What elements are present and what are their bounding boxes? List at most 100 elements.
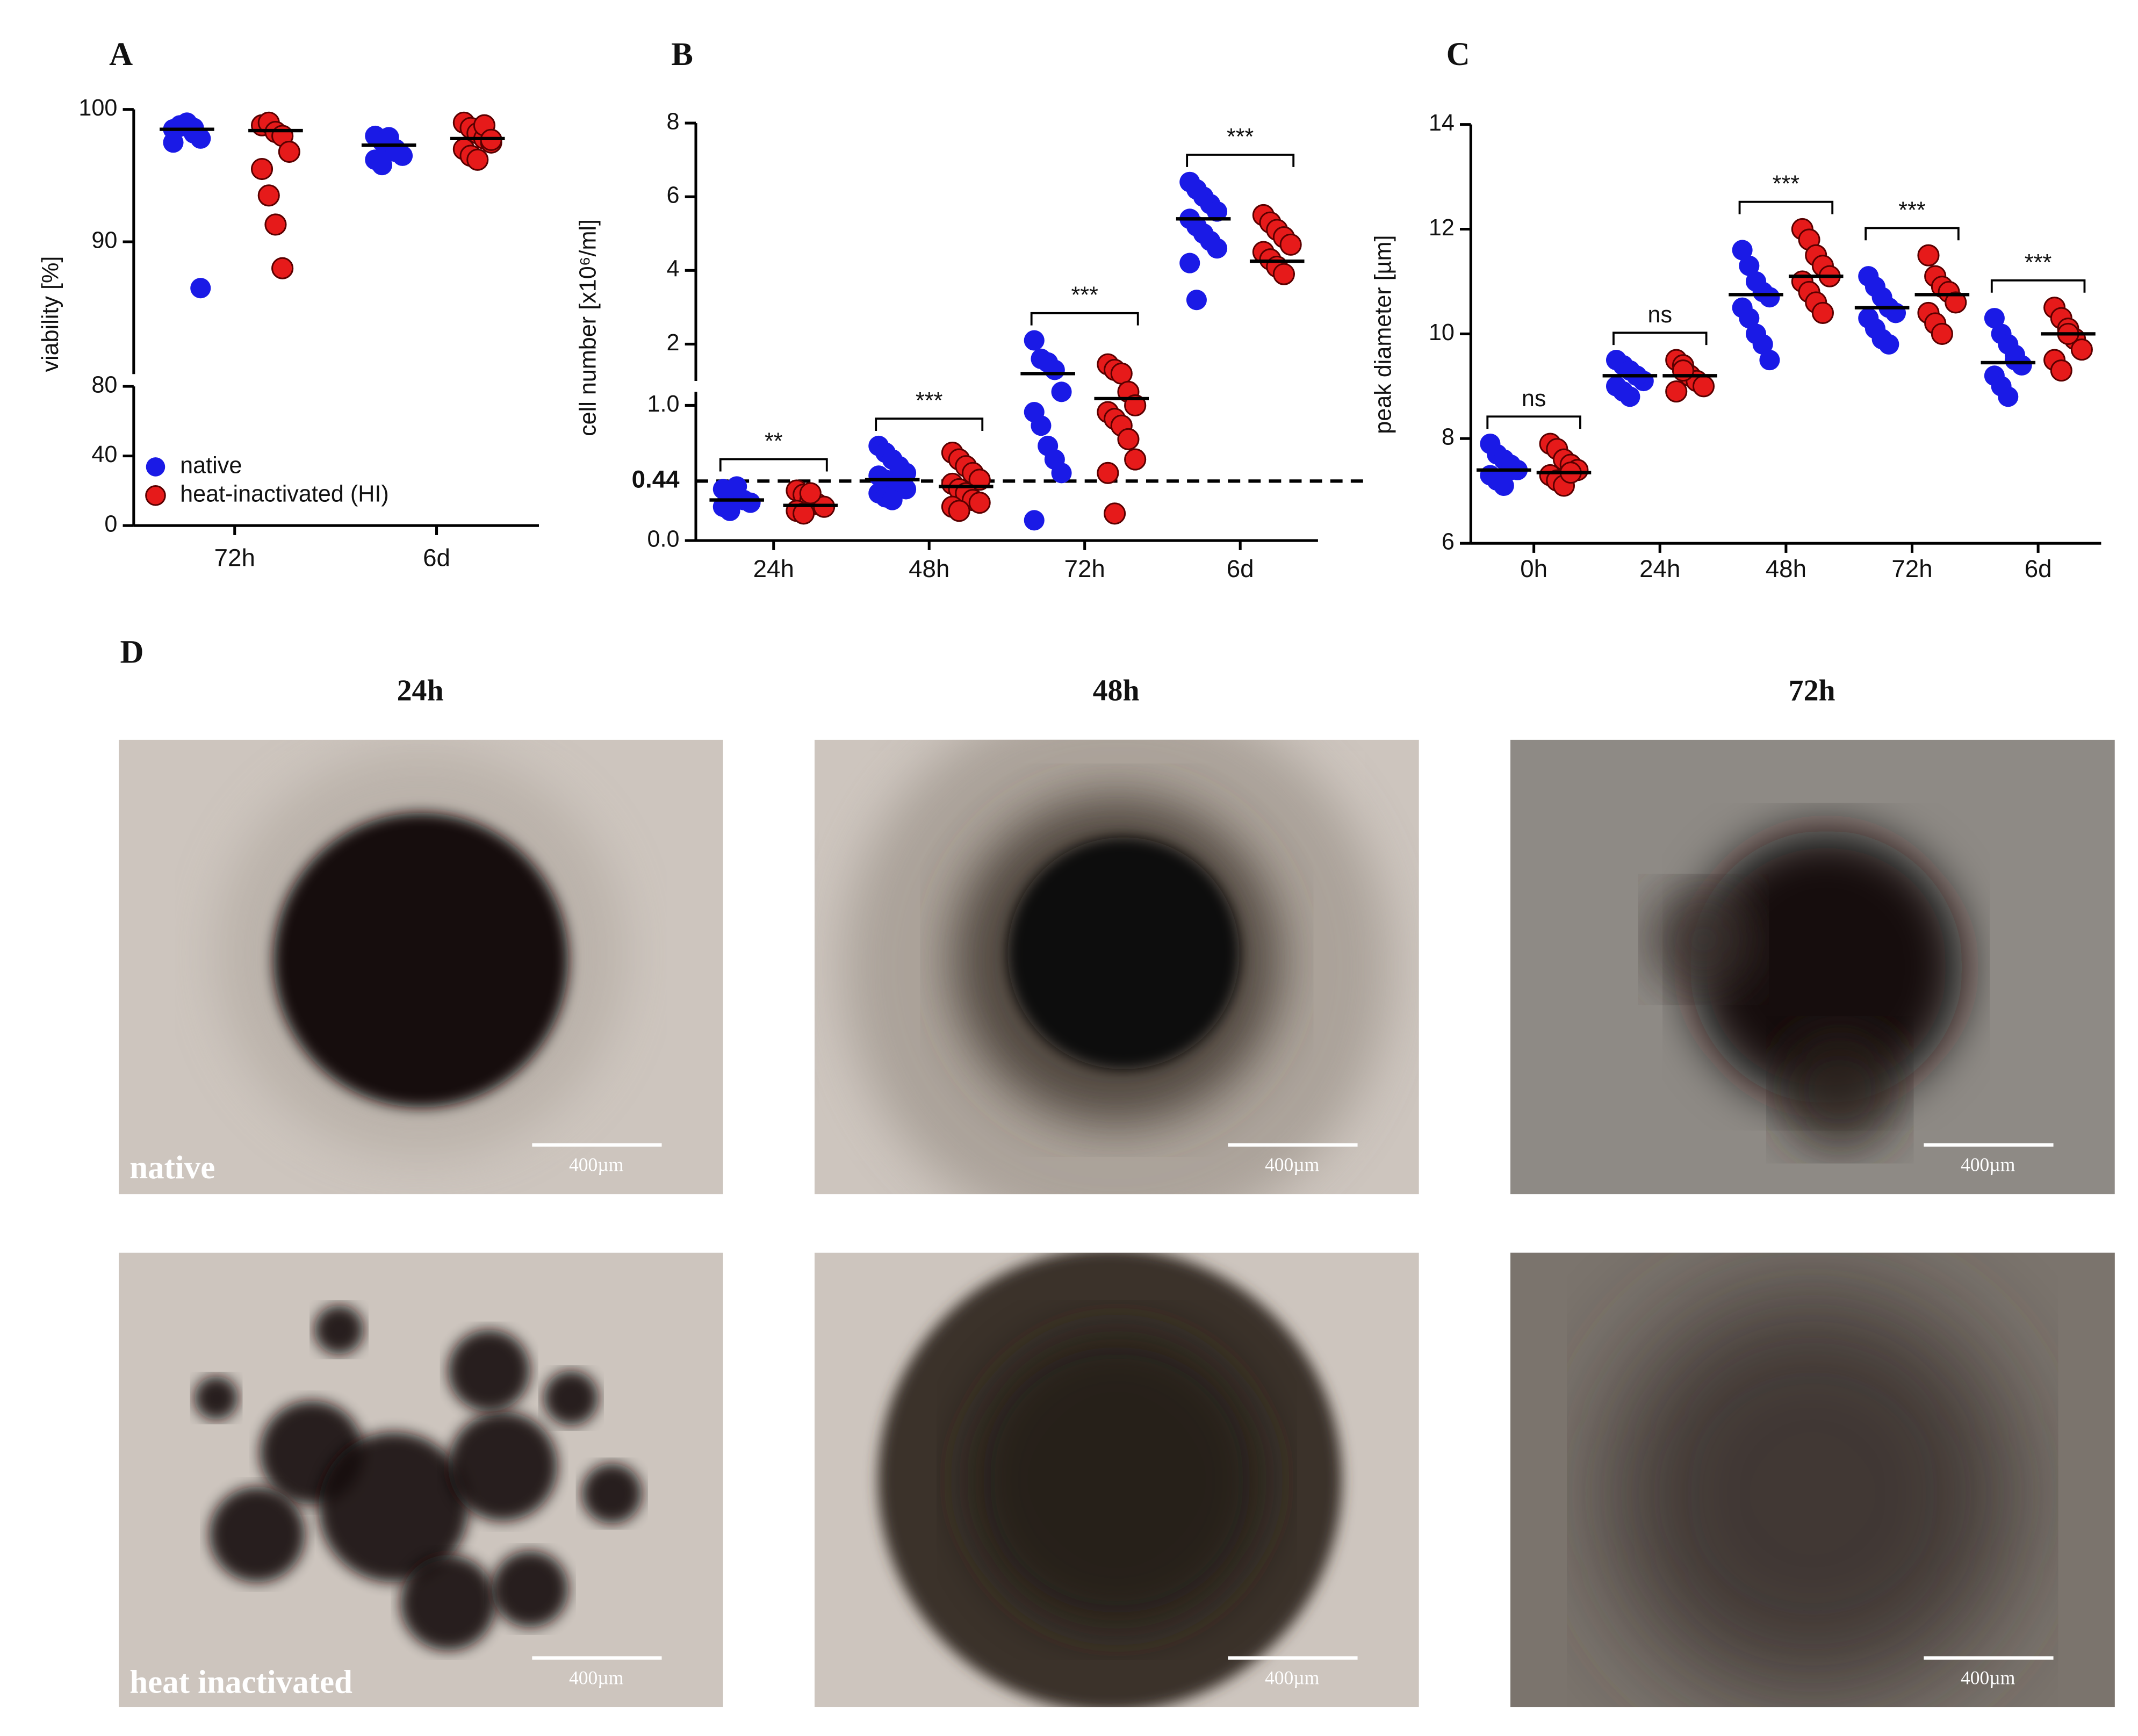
data-point bbox=[1984, 308, 2005, 329]
cell-cluster bbox=[318, 1432, 469, 1582]
y-tick-label: 100 bbox=[78, 95, 117, 121]
y-tick-label: 8 bbox=[667, 109, 680, 134]
data-point bbox=[371, 155, 393, 176]
y-tick-label: 1.0 bbox=[647, 391, 680, 417]
data-point bbox=[250, 157, 273, 181]
y-tick-label: 14 bbox=[1429, 110, 1455, 136]
data-point bbox=[163, 132, 184, 153]
y-tick-label: 10 bbox=[1429, 320, 1455, 345]
y-tick-label: 8 bbox=[1442, 424, 1455, 450]
legend-marker bbox=[145, 485, 166, 506]
scale-bar-label: 400µm bbox=[569, 1154, 624, 1176]
data-point bbox=[793, 502, 815, 525]
data-point bbox=[1110, 362, 1133, 385]
y-tick-label: 80 bbox=[91, 372, 117, 398]
data-point bbox=[799, 482, 822, 505]
data-point bbox=[1619, 386, 1640, 407]
significance-label: *** bbox=[1227, 124, 1254, 150]
y-tick-label: 0.0 bbox=[647, 526, 680, 552]
data-point bbox=[1206, 201, 1228, 222]
x-tick-label: 72h bbox=[214, 544, 255, 572]
data-point bbox=[1044, 359, 1065, 380]
data-point bbox=[271, 257, 294, 279]
data-point bbox=[278, 140, 300, 163]
cell-cluster bbox=[492, 1551, 568, 1627]
x-tick-label: 6d bbox=[1227, 555, 1254, 582]
y-tick-label: 0 bbox=[104, 512, 117, 537]
significance-label: *** bbox=[1773, 171, 1800, 197]
column-title: 72h bbox=[1789, 674, 1835, 707]
micrograph-content bbox=[814, 1252, 1419, 1708]
data-point bbox=[1097, 462, 1119, 484]
cell-cluster bbox=[194, 1376, 239, 1420]
micrograph: 400µm bbox=[814, 1252, 1419, 1708]
x-tick-label: 24h bbox=[753, 555, 794, 582]
significance-bracket bbox=[1990, 279, 2086, 293]
data-point bbox=[1024, 510, 1045, 531]
micrograph-content bbox=[118, 739, 723, 1194]
panel-label: D bbox=[120, 634, 143, 670]
data-point bbox=[1117, 428, 1140, 450]
data-point bbox=[1759, 287, 1780, 308]
scale-bar-label: 400µm bbox=[569, 1667, 624, 1689]
significance-bracket bbox=[1865, 227, 1960, 241]
data-point bbox=[882, 489, 903, 510]
cell-cluster bbox=[314, 1305, 364, 1355]
significance-label: *** bbox=[916, 388, 943, 414]
x-tick-label: 24h bbox=[1639, 555, 1680, 582]
y-axis-label: viability [%] bbox=[38, 256, 63, 372]
y-axis-label: cell number [x10⁶/ml] bbox=[575, 219, 601, 436]
data-point bbox=[1665, 380, 1688, 403]
significance-bracket bbox=[1486, 415, 1581, 429]
y-tick-label: 12 bbox=[1429, 215, 1455, 241]
data-point bbox=[1279, 233, 1302, 256]
cell-cluster bbox=[581, 1463, 642, 1524]
legend-label: native bbox=[180, 452, 242, 478]
cell-cluster bbox=[273, 812, 568, 1108]
x-tick-label: 72h bbox=[1064, 555, 1105, 582]
x-tick-label: 72h bbox=[1891, 555, 1932, 582]
data-point bbox=[896, 479, 917, 500]
data-point bbox=[1103, 502, 1126, 525]
panel-label: B bbox=[671, 37, 693, 73]
cell-cluster bbox=[448, 1411, 558, 1521]
significance-bracket bbox=[1738, 200, 1834, 214]
cell-cluster bbox=[1608, 1288, 2018, 1698]
scale-bar-label: 400µm bbox=[1265, 1667, 1320, 1689]
data-point bbox=[948, 500, 970, 522]
significance-bracket bbox=[719, 458, 828, 472]
data-point bbox=[257, 184, 280, 207]
data-point bbox=[1998, 386, 2019, 407]
scale-bar-label: 400µm bbox=[1265, 1154, 1320, 1176]
cell-cluster bbox=[543, 1371, 599, 1425]
data-point bbox=[726, 476, 747, 497]
scale-bar-label: 400µm bbox=[1961, 1667, 2015, 1689]
data-point bbox=[1024, 330, 1045, 351]
data-point bbox=[1051, 463, 1072, 484]
micrograph-content bbox=[1510, 1252, 2115, 1708]
data-point bbox=[1885, 302, 1906, 323]
data-point bbox=[264, 213, 287, 236]
micrograph-content bbox=[814, 739, 1419, 1194]
data-point bbox=[1752, 334, 1773, 355]
micrograph-content bbox=[118, 1252, 723, 1708]
x-tick-label: 0h bbox=[1520, 555, 1547, 582]
significance-label: ** bbox=[765, 429, 783, 455]
photos: 400µm 400µm 400µm 400µm 400µm 400µm bbox=[118, 739, 2115, 1708]
cell-cluster bbox=[400, 1555, 496, 1651]
significance-label: *** bbox=[2025, 250, 2052, 276]
micrograph: 400µm bbox=[118, 739, 723, 1194]
data-point bbox=[1739, 308, 1760, 329]
y-tick-label: 4 bbox=[667, 256, 680, 282]
micrograph: 400µm bbox=[118, 1252, 723, 1708]
data-point bbox=[385, 139, 406, 160]
data-point bbox=[1206, 238, 1228, 259]
data-point bbox=[1732, 240, 1753, 261]
data-point bbox=[740, 492, 761, 513]
y-tick-label: 90 bbox=[91, 227, 117, 253]
micrograph-content bbox=[1510, 739, 2115, 1194]
data-point bbox=[1186, 290, 1207, 311]
panel-label: A bbox=[109, 37, 133, 73]
reference-label: 0.44 bbox=[632, 465, 680, 493]
